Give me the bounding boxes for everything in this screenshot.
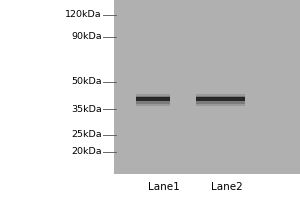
Text: 120kDa: 120kDa bbox=[65, 10, 102, 19]
Bar bbox=[196, 97, 245, 101]
Text: Lane2: Lane2 bbox=[211, 182, 242, 192]
Text: 50kDa: 50kDa bbox=[71, 77, 102, 86]
Text: 35kDa: 35kDa bbox=[71, 105, 102, 114]
Bar bbox=[196, 96, 245, 98]
Text: 90kDa: 90kDa bbox=[71, 32, 102, 41]
Bar bbox=[196, 104, 245, 106]
Bar bbox=[196, 101, 245, 104]
Text: 20kDa: 20kDa bbox=[71, 147, 102, 156]
Bar bbox=[136, 94, 170, 96]
Text: 25kDa: 25kDa bbox=[71, 130, 102, 139]
Bar bbox=[196, 94, 245, 96]
Bar bbox=[136, 101, 170, 104]
Bar bbox=[114, 0, 300, 174]
Bar bbox=[136, 97, 170, 101]
Bar bbox=[136, 104, 170, 106]
Bar bbox=[136, 96, 170, 98]
Text: Lane1: Lane1 bbox=[148, 182, 179, 192]
